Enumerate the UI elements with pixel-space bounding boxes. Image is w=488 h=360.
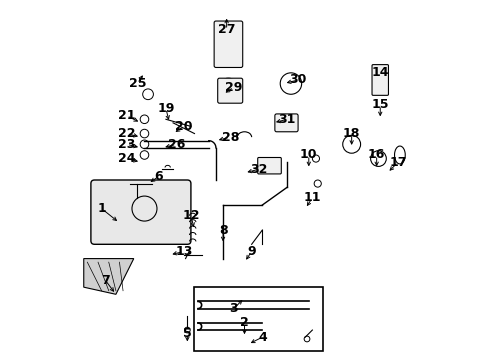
Text: 5: 5 [183, 327, 191, 340]
Text: 1: 1 [97, 202, 106, 215]
FancyBboxPatch shape [217, 78, 242, 103]
Text: 13: 13 [175, 245, 192, 258]
Text: 27: 27 [218, 23, 235, 36]
Text: 9: 9 [247, 245, 255, 258]
Text: 2: 2 [240, 316, 248, 329]
Text: 21: 21 [118, 109, 135, 122]
Text: 18: 18 [342, 127, 360, 140]
Text: 10: 10 [300, 148, 317, 162]
Text: 14: 14 [371, 66, 388, 79]
FancyBboxPatch shape [371, 64, 387, 95]
FancyBboxPatch shape [214, 21, 242, 67]
Text: 25: 25 [128, 77, 146, 90]
Text: 23: 23 [118, 138, 135, 151]
FancyBboxPatch shape [274, 114, 298, 132]
Text: 17: 17 [388, 156, 406, 168]
FancyBboxPatch shape [91, 180, 190, 244]
Text: 22: 22 [118, 127, 135, 140]
Text: 11: 11 [303, 192, 321, 204]
Text: 12: 12 [182, 209, 199, 222]
Text: 24: 24 [118, 152, 135, 165]
Text: 26: 26 [167, 138, 185, 151]
Text: 19: 19 [157, 102, 174, 115]
Text: 16: 16 [367, 148, 385, 162]
Text: 4: 4 [258, 331, 266, 344]
Text: 20: 20 [175, 120, 192, 133]
Text: 6: 6 [154, 170, 163, 183]
Text: 15: 15 [371, 99, 388, 112]
Polygon shape [83, 258, 134, 294]
Text: 29: 29 [224, 81, 242, 94]
Text: 32: 32 [249, 163, 267, 176]
FancyBboxPatch shape [257, 157, 281, 174]
Text: 8: 8 [218, 224, 227, 237]
Text: 7: 7 [101, 274, 109, 287]
Text: 28: 28 [221, 131, 239, 144]
Text: 30: 30 [289, 73, 306, 86]
Text: 3: 3 [229, 302, 238, 315]
Text: 31: 31 [278, 113, 295, 126]
